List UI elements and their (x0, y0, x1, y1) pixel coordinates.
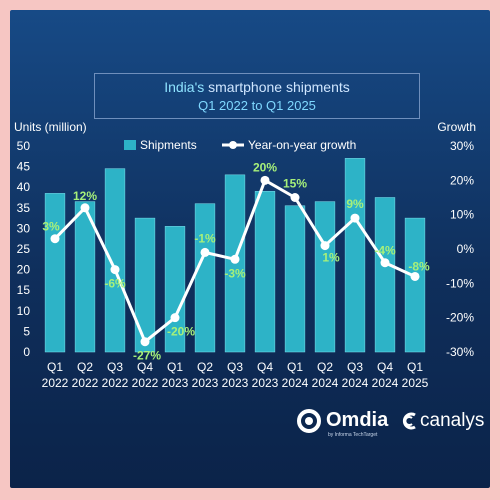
bar-shipments (44, 193, 66, 353)
y-tick-right: 10% (450, 208, 474, 222)
x-tick-year: 2025 (402, 376, 429, 390)
bar-shipments (284, 205, 306, 353)
growth-point (320, 241, 330, 251)
x-tick-quarter: Q2 (317, 360, 333, 374)
growth-point (260, 175, 270, 185)
growth-point (110, 265, 120, 275)
bar-shipments (374, 197, 396, 353)
x-tick-year: 2024 (282, 376, 309, 390)
y-tick-right: -30% (446, 345, 474, 359)
legend-growth-label: Year-on-year growth (248, 138, 356, 152)
bar-shipments (134, 217, 156, 353)
growth-point (290, 193, 300, 202)
x-tick-year: 2023 (192, 376, 219, 390)
bar-shipments (344, 158, 366, 353)
omdia-ring-icon (297, 409, 321, 433)
x-tick-year: 2023 (252, 376, 279, 390)
growth-point (170, 313, 180, 323)
x-tick-quarter: Q3 (107, 360, 123, 374)
bar-shipments (254, 191, 276, 353)
growth-data-label: 12% (73, 189, 97, 203)
x-tick-quarter: Q3 (347, 360, 363, 374)
growth-data-label: 1% (322, 251, 340, 265)
legend-growth-marker (229, 141, 237, 149)
growth-data-label: 3% (42, 220, 60, 234)
y-tick-left: 35 (17, 201, 31, 215)
y-tick-left: 40 (17, 180, 31, 194)
growth-point (80, 203, 90, 213)
growth-data-label: -27% (133, 349, 161, 363)
x-tick-year: 2024 (372, 376, 399, 390)
canalys-logo-text: canalys (420, 410, 485, 431)
growth-data-label: -1% (194, 231, 216, 245)
x-tick-quarter: Q4 (137, 360, 153, 374)
growth-data-label: -3% (224, 266, 246, 280)
omdia-logo-text: Omdia (326, 409, 389, 431)
growth-data-label: 9% (346, 197, 364, 211)
title-highlight: India's (164, 79, 205, 95)
y-tick-right: 20% (450, 173, 474, 187)
x-tick-quarter: Q4 (257, 360, 273, 374)
growth-data-label: 15% (283, 177, 307, 191)
x-tick-year: 2022 (132, 376, 159, 390)
x-tick-year: 2022 (42, 376, 69, 390)
growth-point (140, 337, 150, 347)
y-tick-right: 30% (450, 139, 474, 153)
omdia-logo-subtext: by Informa TechTarget (328, 432, 378, 438)
growth-data-label: -8% (408, 259, 430, 273)
growth-point (380, 258, 390, 268)
growth-data-label: -4% (374, 244, 396, 258)
y-tick-left: 15 (17, 283, 31, 297)
y-tick-right: -10% (446, 276, 474, 290)
y-tick-left: 20 (17, 263, 31, 277)
chart-title: India's smartphone shipments (95, 77, 419, 97)
canalys-swirl-icon (402, 412, 416, 430)
x-tick-quarter: Q1 (287, 360, 303, 374)
bar-shipments (194, 203, 216, 353)
x-tick-year: 2024 (312, 376, 339, 390)
legend-shipments-swatch (124, 140, 136, 150)
y-tick-left: 0 (23, 345, 30, 359)
bar-shipments (314, 201, 336, 353)
growth-point (230, 254, 240, 264)
bar-shipments (104, 168, 126, 353)
x-tick-quarter: Q1 (47, 360, 63, 374)
x-tick-quarter: Q3 (227, 360, 243, 374)
x-tick-year: 2023 (222, 376, 249, 390)
y-tick-left: 50 (17, 139, 31, 153)
bar-shipments (74, 201, 96, 353)
x-tick-quarter: Q4 (377, 360, 393, 374)
legend-shipments-label: Shipments (140, 138, 197, 152)
x-tick-quarter: Q2 (197, 360, 213, 374)
y-tick-right: 0% (457, 242, 475, 256)
x-tick-year: 2024 (342, 376, 369, 390)
y-axis-right-title: Growth (437, 120, 476, 134)
y-tick-left: 10 (17, 304, 31, 318)
y-tick-right: -20% (446, 311, 474, 325)
bar-shipments (404, 217, 426, 353)
x-tick-quarter: Q1 (167, 360, 183, 374)
growth-data-label: -20% (167, 325, 195, 339)
growth-point (50, 234, 60, 244)
growth-point (350, 213, 360, 223)
growth-point (410, 271, 420, 281)
x-tick-quarter: Q1 (407, 360, 423, 374)
y-tick-left: 25 (17, 242, 31, 256)
y-tick-left: 5 (23, 324, 30, 338)
growth-data-label: 20% (253, 160, 277, 174)
y-tick-left: 45 (17, 160, 31, 174)
y-tick-left: 30 (17, 221, 31, 235)
title-rest: smartphone shipments (204, 79, 350, 95)
growth-point (200, 247, 210, 257)
y-axis-left-title: Units (million) (14, 120, 87, 134)
x-tick-quarter: Q2 (77, 360, 93, 374)
x-tick-year: 2022 (72, 376, 99, 390)
chart-title-box: India's smartphone shipments Q1 2022 to … (94, 73, 420, 119)
growth-data-label: -6% (104, 277, 126, 291)
x-tick-year: 2023 (162, 376, 189, 390)
x-tick-year: 2022 (102, 376, 129, 390)
chart-subtitle: Q1 2022 to Q1 2025 (198, 98, 316, 113)
